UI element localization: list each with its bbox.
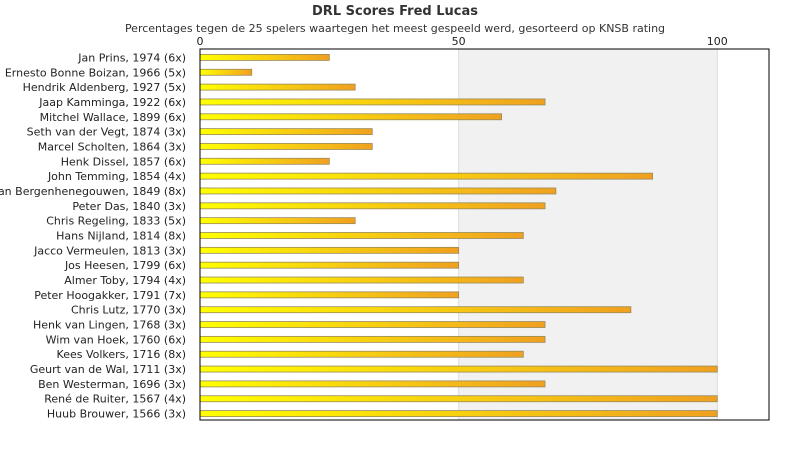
bar xyxy=(199,410,718,417)
category-label: Henk van Lingen, 1768 (3x) xyxy=(33,319,186,332)
category-label: Jacco Vermeulen, 1813 (3x) xyxy=(33,244,186,257)
bar xyxy=(199,350,524,358)
category-label: Peter Das, 1840 (3x) xyxy=(72,200,186,213)
category-label: Ben Westerman, 1696 (3x) xyxy=(38,378,186,391)
category-label: Hans Nijland, 1814 (8x) xyxy=(56,230,186,243)
category-label: Hans van Bergenhenegouwen, 1849 (8x) xyxy=(0,185,186,198)
bar xyxy=(199,321,546,328)
category-label: René de Ruiter, 1567 (4x) xyxy=(44,393,186,406)
x-tick-label: 50 xyxy=(452,35,466,48)
bar xyxy=(199,217,356,225)
bar xyxy=(199,232,524,239)
category-label: Seth van der Vegt, 1874 (3x) xyxy=(27,126,186,139)
category-label: Jaap Kamminga, 1922 (6x) xyxy=(38,96,186,109)
category-label: Peter Hoogakker, 1791 (7x) xyxy=(34,289,186,302)
bar xyxy=(199,172,654,180)
bar xyxy=(199,395,718,403)
bar xyxy=(199,365,718,373)
bar xyxy=(199,98,546,106)
category-label: Wim van Hoek, 1760 (6x) xyxy=(46,333,186,346)
category-label: Huub Brouwer, 1566 (3x) xyxy=(47,408,186,421)
chart-title: DRL Scores Fred Lucas xyxy=(312,4,478,19)
x-axis-ticks: 0 50 100 xyxy=(197,35,728,48)
bar xyxy=(199,128,373,136)
bar xyxy=(199,380,546,388)
category-label: Ernesto Bonne Boizan, 1966 (5x) xyxy=(5,66,186,79)
bar xyxy=(199,157,330,165)
category-label: Kees Volkers, 1716 (8x) xyxy=(57,348,186,361)
category-label: John Temming, 1854 (4x) xyxy=(47,170,186,183)
category-label: Almer Toby, 1794 (4x) xyxy=(64,274,186,287)
bar xyxy=(199,68,253,76)
category-label: Chris Regeling, 1833 (5x) xyxy=(46,215,186,228)
bar xyxy=(199,261,460,269)
category-label: Mitchel Wallace, 1899 (6x) xyxy=(40,111,186,124)
category-label: Chris Lutz, 1770 (3x) xyxy=(71,304,186,317)
bar xyxy=(199,83,356,91)
bar xyxy=(199,54,330,61)
bar xyxy=(199,291,460,299)
category-label: Jos Heesen, 1799 (6x) xyxy=(64,259,186,272)
plot-frame xyxy=(199,48,770,421)
category-label: Jan Prins, 1974 (6x) xyxy=(77,51,186,64)
bar xyxy=(199,143,373,150)
category-label: Marcel Scholten, 1864 (3x) xyxy=(38,140,186,153)
bar xyxy=(199,276,524,284)
x-tick-label: 100 xyxy=(707,35,728,48)
bar xyxy=(199,246,460,254)
category-label: Hendrik Aldenberg, 1927 (5x) xyxy=(23,81,186,94)
bar xyxy=(199,187,557,195)
bar xyxy=(199,335,546,343)
x-tick-label: 0 xyxy=(197,35,204,48)
category-labels: Jan Prins, 1974 (6x) Ernesto Bonne Boizan… xyxy=(0,51,186,420)
plot-band xyxy=(717,49,769,420)
category-label: Henk Dissel, 1857 (6x) xyxy=(61,155,186,168)
bar-series xyxy=(199,54,718,417)
chart-subtitle: Percentages tegen de 25 spelers waartege… xyxy=(124,22,666,35)
plot-background xyxy=(200,49,769,420)
bar xyxy=(199,306,632,314)
category-label: Geurt van de Wal, 1711 (3x) xyxy=(30,363,186,376)
bar xyxy=(199,202,546,210)
bar xyxy=(199,113,502,121)
